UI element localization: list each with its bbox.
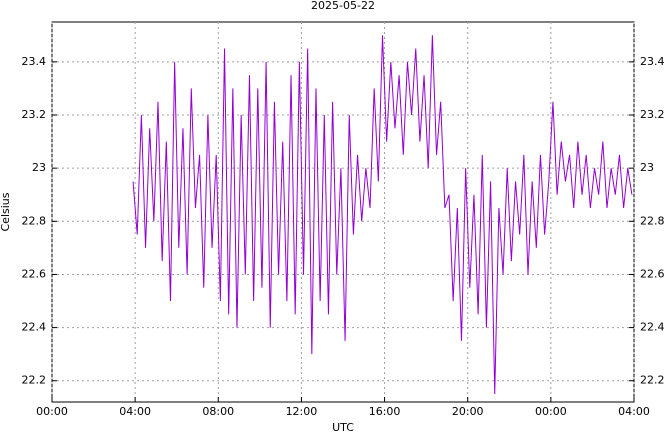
y2-tick-label: 22.2 <box>640 374 664 387</box>
y2-tick-label: 22.4 <box>640 321 664 334</box>
x-tick-label: 00:00 <box>535 405 567 418</box>
y-tick-label: 22.8 <box>22 214 47 227</box>
y-tick-label: 22.6 <box>22 267 47 280</box>
y2-tick-label: 22.6 <box>640 267 664 280</box>
x-tick-label: 00:00 <box>36 405 68 418</box>
data-line <box>132 35 633 395</box>
y-tick-label: 22.2 <box>22 374 47 387</box>
x-tick-label: 04:00 <box>618 405 650 418</box>
x-tick-label: 08:00 <box>202 405 234 418</box>
y-tick-label: 22.4 <box>22 321 47 334</box>
y2-tick-label: 22.8 <box>640 214 664 227</box>
y-tick-label: 23 <box>32 161 46 174</box>
y-axis-label: Celsius <box>0 192 12 231</box>
x-tick-label: 16:00 <box>369 405 401 418</box>
y2-tick-label: 23.4 <box>640 55 664 68</box>
x-tick-label: 12:00 <box>286 405 318 418</box>
y2-tick-label: 23.2 <box>640 108 664 121</box>
x-axis-label: UTC <box>332 421 354 432</box>
y-tick-label: 23.2 <box>22 108 47 121</box>
x-tick-label: 04:00 <box>119 405 151 418</box>
x-tick-label: 20:00 <box>452 405 484 418</box>
chart-title: 2025-05-22 <box>311 0 375 12</box>
y-tick-label: 23.4 <box>22 55 47 68</box>
y2-tick-label: 23 <box>640 161 654 174</box>
